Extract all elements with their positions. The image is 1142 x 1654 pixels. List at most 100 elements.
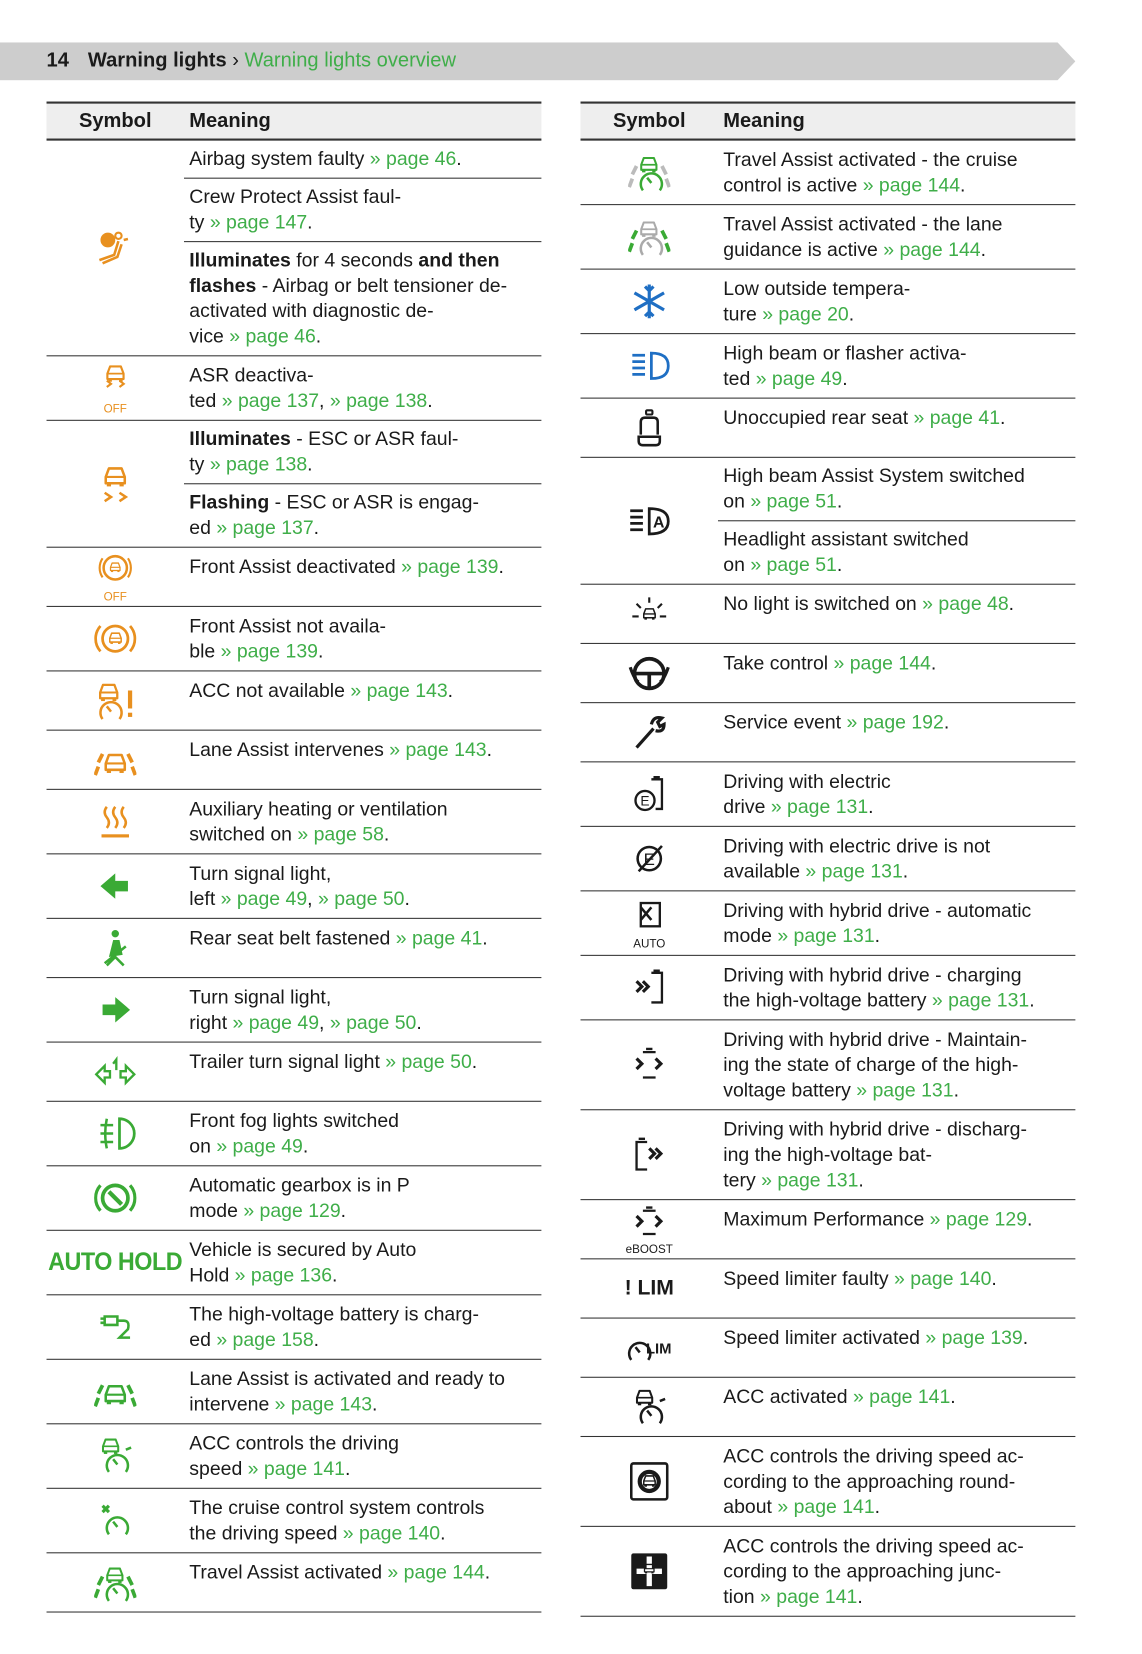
page-reference-link[interactable]: » page 49 [232, 1010, 320, 1034]
table-row: OFF ASR deactiva- ted » page 137, » page … [46, 356, 542, 421]
page-reference-link[interactable]: » page 51 [750, 553, 837, 576]
table-row: ACC controls the driving speed » page 14… [46, 1424, 542, 1489]
text: . [950, 1385, 956, 1408]
table-row: ACC activated » page 141. [580, 1378, 1076, 1438]
page-reference-link[interactable]: » page 143 [389, 738, 487, 761]
page-reference-link[interactable]: » page 131 [805, 859, 903, 882]
breadcrumb-section[interactable]: Warning lights [87, 49, 227, 72]
hybrid-maintain-icon [628, 1044, 670, 1086]
page-reference-link[interactable]: » page 49 [755, 366, 843, 390]
page-reference-link[interactable]: » page 158 [216, 1328, 314, 1351]
table-row: Front fog lights switched on » page 49. [46, 1102, 542, 1167]
acc-icon [94, 1435, 136, 1477]
meaning-cell: Driving with hybrid drive - Maintain- in… [718, 1020, 1075, 1109]
page-reference-link[interactable]: » page 140 [894, 1266, 992, 1289]
table-row: Driving with hybrid drive - charging the… [580, 956, 1076, 1021]
symbol-cell [47, 1489, 184, 1552]
battery-charging-icon [94, 1306, 136, 1348]
page-reference-link[interactable]: » page 48 [922, 592, 1009, 615]
page-reference-link[interactable]: » page 51 [750, 489, 837, 512]
page-reference-link[interactable]: » page 50 [385, 1050, 472, 1073]
column-header-meaning: Meaning [189, 109, 271, 132]
text: . [1027, 1207, 1033, 1230]
page-reference-link[interactable]: » page 58 [297, 822, 384, 845]
page-reference-link[interactable]: » page 192 [846, 710, 944, 733]
page-reference-link[interactable]: » page 46 [229, 324, 316, 347]
meaning-cell: Lane Assist intervenes » page 143. [184, 731, 541, 789]
text: , [319, 389, 330, 412]
page-reference-link[interactable]: » page 141 [777, 1495, 875, 1518]
table-row: ACC not available » page 143. [46, 671, 542, 731]
page-reference-link[interactable]: » page 141 [852, 1385, 951, 1408]
page-reference-link[interactable]: » page 41 [913, 406, 1001, 429]
meaning-cell: Driving with electric drive » page 131. [718, 762, 1075, 825]
page-reference-link[interactable]: » page 144 [862, 173, 961, 196]
text: Unoccupied rear seat [723, 406, 914, 429]
text: . [868, 795, 874, 818]
text: . [930, 651, 937, 674]
table-row: Driving with hybrid drive - discharg- in… [580, 1110, 1076, 1201]
page-reference-link[interactable]: » page 129 [243, 1199, 341, 1222]
page-reference-link[interactable]: » page 143 [274, 1392, 373, 1415]
page-reference-link[interactable]: » page 138 [209, 452, 308, 475]
page-reference-link[interactable]: » page 129 [929, 1207, 1028, 1230]
page-reference-link[interactable]: » page 49 [216, 1134, 303, 1157]
page-reference-link[interactable]: » page 143 [350, 678, 448, 702]
meaning-text: Trailer turn signal light » page 50. [184, 1043, 541, 1081]
text: Lane Assist intervenes [189, 738, 390, 761]
meaning-cell: Travel Assist activated » page 144. [184, 1553, 541, 1611]
text: . [313, 1328, 320, 1351]
table-row: ACC controls the driving speed ac- cordi… [580, 1437, 1076, 1527]
text: Automatic gearbox is in P mode [189, 1173, 410, 1222]
page-reference-link[interactable]: » page 141 [760, 1585, 858, 1608]
page-reference-link[interactable]: » page 136 [234, 1263, 333, 1286]
page-reference-link[interactable]: » page 50 [317, 887, 405, 910]
text: Front fog lights switched on [189, 1109, 399, 1157]
page-reference-link[interactable]: » page 49 [220, 887, 308, 910]
meaning-text: Front Assist not availa- ble » page 139. [184, 607, 541, 670]
hybrid-auto-icon: AUTO [628, 896, 670, 950]
symbol-cell [47, 1166, 184, 1229]
page-reference-link[interactable]: » page 147 [209, 210, 308, 233]
page-reference-link[interactable]: » page 50 [329, 1010, 417, 1034]
symbol-cell [581, 956, 718, 1019]
page-reference-link[interactable]: » page 46 [369, 146, 457, 170]
page-reference-link[interactable]: » page 144 [387, 1560, 485, 1583]
page-reference-link[interactable]: » page 139 [220, 639, 318, 662]
table-row: Turn signal light, right » page 49, » pa… [46, 978, 542, 1043]
page-reference-link[interactable]: » page 20 [762, 302, 849, 325]
page-reference-link[interactable]: » page 139 [401, 555, 499, 578]
page-reference-link[interactable]: » page 131 [931, 988, 1030, 1011]
eboost-icon: eBOOST [626, 1202, 673, 1256]
table-row: LIM Speed limiter activated » page 139. [580, 1319, 1076, 1378]
page-reference-link[interactable]: » page 144 [883, 237, 981, 261]
table-row: The high-voltage battery is charg- ed » … [46, 1295, 542, 1360]
symbol-cell: AUTO [581, 891, 718, 954]
meaning-cell: ACC not available » page 143. [184, 671, 541, 729]
symbol-cell [581, 1437, 718, 1526]
page-reference-link[interactable]: » page 41 [395, 926, 483, 949]
breadcrumb-subsection[interactable]: Warning lights overview [244, 49, 456, 72]
page-reference-link[interactable]: » page 140 [342, 1521, 441, 1544]
meaning-cell: High beam Assist System switched on » pa… [717, 458, 1076, 584]
auto-hold-icon: AUTO HOLD [48, 1247, 183, 1277]
page-reference-link[interactable]: » page 131 [777, 924, 875, 947]
text: Rear seat belt fastened [189, 926, 396, 949]
page-reference-link[interactable]: » page 131 [856, 1078, 954, 1101]
text: . [383, 822, 390, 845]
page-reference-link[interactable]: » page 137 [216, 516, 314, 539]
page-reference-link[interactable]: » page 144 [833, 651, 931, 674]
meaning-text: Driving with hybrid drive - automatic mo… [718, 891, 1075, 954]
meaning-text: ACC not available » page 143. [184, 671, 541, 709]
meaning-cell: Speed limiter activated » page 139. [718, 1319, 1075, 1377]
page-reference-link[interactable]: » page 141 [247, 1457, 345, 1480]
page-reference-link[interactable]: » page 139 [925, 1325, 1023, 1349]
lane-assist-icon [94, 1370, 137, 1412]
table-row: The cruise control system controls the d… [46, 1489, 542, 1554]
page-reference-link[interactable]: » page 131 [770, 795, 869, 818]
page-reference-link[interactable]: » page 138 [329, 389, 428, 412]
acc-roundabout-icon [628, 1460, 670, 1502]
page-reference-link[interactable]: » page 131 [761, 1168, 859, 1191]
page-reference-link[interactable]: » page 137 [221, 389, 320, 412]
